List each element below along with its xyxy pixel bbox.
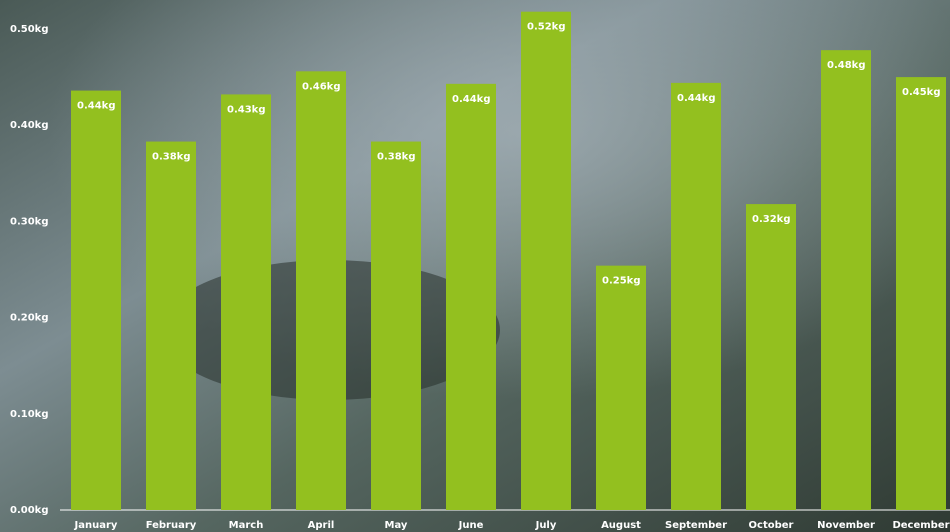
y-tick-label: 0.50kg: [10, 24, 48, 35]
y-tick-label: 0.40kg: [10, 120, 48, 131]
x-tick-label: February: [146, 520, 197, 531]
value-label: 0.52kg: [527, 22, 565, 33]
y-tick-label: 0.10kg: [10, 409, 48, 420]
value-label: 0.46kg: [302, 81, 340, 92]
bar: [521, 11, 571, 511]
x-tick-label: August: [601, 520, 641, 531]
value-label: 0.44kg: [77, 101, 115, 112]
x-tick-label: September: [665, 520, 727, 531]
bar: [146, 141, 196, 510]
value-label: 0.44kg: [452, 94, 490, 105]
y-tick-label: 0.20kg: [10, 313, 48, 324]
value-label: 0.32kg: [752, 214, 790, 225]
value-label: 0.38kg: [377, 152, 415, 163]
value-label: 0.45kg: [902, 87, 940, 98]
bar: [746, 204, 796, 511]
bar: [71, 90, 121, 511]
x-tick-label: May: [385, 520, 408, 531]
y-tick-label: 0.30kg: [10, 216, 48, 227]
y-tick-label: 0.00kg: [10, 505, 48, 516]
x-tick-label: January: [74, 520, 118, 531]
bar: [596, 265, 646, 510]
bar: [221, 94, 271, 510]
bar: [296, 71, 346, 510]
x-tick-label: April: [308, 520, 335, 531]
bar: [896, 77, 946, 510]
value-label: 0.48kg: [827, 60, 865, 71]
x-tick-label: March: [229, 520, 264, 531]
value-label: 0.43kg: [227, 104, 265, 115]
x-tick-label: December: [892, 520, 949, 531]
x-tick-label: October: [749, 520, 794, 531]
value-label: 0.44kg: [677, 93, 715, 104]
x-tick-label: June: [458, 520, 484, 531]
value-label: 0.25kg: [602, 276, 640, 287]
bar: [446, 83, 496, 511]
bar: [821, 50, 871, 510]
x-tick-label: July: [535, 520, 557, 531]
bar: [671, 82, 721, 510]
bar: [371, 141, 421, 510]
value-label: 0.38kg: [152, 152, 190, 163]
x-tick-label: November: [817, 520, 875, 531]
